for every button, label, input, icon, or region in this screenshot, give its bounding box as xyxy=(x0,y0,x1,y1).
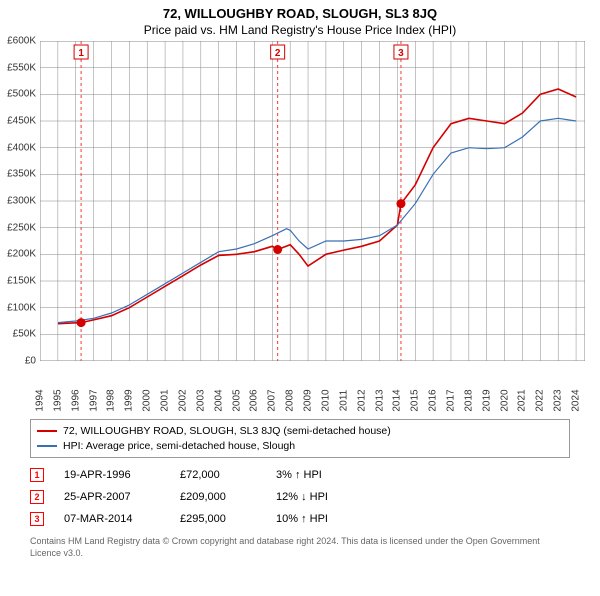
x-tick-label: 2023 xyxy=(553,386,564,416)
y-tick-label: £500K xyxy=(7,89,36,100)
sale-badge: 2 xyxy=(30,490,44,504)
x-tick-label: 2019 xyxy=(481,386,492,416)
x-tick-label: 2016 xyxy=(428,386,439,416)
x-tick-label: 2024 xyxy=(571,386,582,416)
x-axis: 1994199519961997199819992000200120022003… xyxy=(40,381,600,411)
x-tick-label: 2018 xyxy=(463,386,474,416)
x-tick-label: 2021 xyxy=(517,386,528,416)
x-tick-label: 2012 xyxy=(356,386,367,416)
y-tick-label: £450K xyxy=(7,116,36,127)
sale-pct: 3% ↑ HPI xyxy=(276,469,366,481)
x-tick-label: 1994 xyxy=(35,386,46,416)
x-tick-label: 2020 xyxy=(499,386,510,416)
legend-label-hpi: HPI: Average price, semi-detached house,… xyxy=(63,439,295,454)
legend: 72, WILLOUGHBY ROAD, SLOUGH, SL3 8JQ (se… xyxy=(30,419,570,458)
sales-row: 3 07-MAR-2014 £295,000 10% ↑ HPI xyxy=(30,508,570,530)
x-tick-label: 2015 xyxy=(410,386,421,416)
x-tick-label: 2010 xyxy=(320,386,331,416)
sale-price: £295,000 xyxy=(180,513,270,525)
x-tick-label: 2014 xyxy=(392,386,403,416)
y-tick-label: £50K xyxy=(13,329,36,340)
page-subtitle: Price paid vs. HM Land Registry's House … xyxy=(0,23,600,37)
x-tick-label: 2013 xyxy=(374,386,385,416)
x-tick-label: 2009 xyxy=(303,386,314,416)
x-tick-label: 1998 xyxy=(106,386,117,416)
legend-row-hpi: HPI: Average price, semi-detached house,… xyxy=(37,439,563,454)
y-tick-label: £550K xyxy=(7,62,36,73)
x-tick-label: 2005 xyxy=(231,386,242,416)
sale-price: £209,000 xyxy=(180,491,270,503)
sale-date: 07-MAR-2014 xyxy=(64,513,174,525)
x-tick-label: 2003 xyxy=(195,386,206,416)
legend-label-property: 72, WILLOUGHBY ROAD, SLOUGH, SL3 8JQ (se… xyxy=(63,424,391,439)
y-axis: £0£50K£100K£150K£200K£250K£300K£350K£400… xyxy=(0,41,40,361)
svg-text:1: 1 xyxy=(78,48,84,59)
sales-row: 2 25-APR-2007 £209,000 12% ↓ HPI xyxy=(30,486,570,508)
line-chart: 1 2 3 xyxy=(40,41,585,361)
x-tick-label: 2001 xyxy=(160,386,171,416)
x-tick-label: 2022 xyxy=(535,386,546,416)
footer-note: Contains HM Land Registry data © Crown c… xyxy=(30,536,570,559)
sale-price: £72,000 xyxy=(180,469,270,481)
x-tick-label: 2007 xyxy=(267,386,278,416)
y-tick-label: £300K xyxy=(7,196,36,207)
x-tick-label: 2004 xyxy=(213,386,224,416)
y-tick-label: £0 xyxy=(25,356,36,367)
x-tick-label: 2017 xyxy=(445,386,456,416)
y-tick-label: £600K xyxy=(7,36,36,47)
x-tick-label: 1997 xyxy=(88,386,99,416)
sale-pct: 10% ↑ HPI xyxy=(276,513,366,525)
x-tick-label: 2008 xyxy=(285,386,296,416)
sales-table: 1 19-APR-1996 £72,000 3% ↑ HPI 2 25-APR-2007 £… xyxy=(30,464,570,530)
legend-swatch-hpi xyxy=(37,445,57,447)
x-tick-label: 1996 xyxy=(70,386,81,416)
y-tick-label: £200K xyxy=(7,249,36,260)
legend-swatch-property xyxy=(37,430,57,432)
legend-row-property: 72, WILLOUGHBY ROAD, SLOUGH, SL3 8JQ (se… xyxy=(37,424,563,439)
x-tick-label: 2006 xyxy=(249,386,260,416)
y-tick-label: £350K xyxy=(7,169,36,180)
sale-date: 25-APR-2007 xyxy=(64,491,174,503)
page-title: 72, WILLOUGHBY ROAD, SLOUGH, SL3 8JQ xyxy=(0,6,600,21)
svg-text:3: 3 xyxy=(398,48,404,59)
sale-date: 19-APR-1996 xyxy=(64,469,174,481)
y-tick-label: £150K xyxy=(7,276,36,287)
y-tick-label: £250K xyxy=(7,222,36,233)
sales-row: 1 19-APR-1996 £72,000 3% ↑ HPI xyxy=(30,464,570,486)
svg-text:2: 2 xyxy=(275,48,281,59)
y-tick-label: £100K xyxy=(7,302,36,313)
x-tick-label: 1999 xyxy=(124,386,135,416)
chart-area: 1 2 3 xyxy=(40,41,600,381)
sale-badge: 3 xyxy=(30,512,44,526)
sale-badge: 1 xyxy=(30,468,44,482)
x-tick-label: 2002 xyxy=(177,386,188,416)
x-tick-label: 1995 xyxy=(52,386,63,416)
x-tick-label: 2011 xyxy=(338,386,349,416)
sale-pct: 12% ↓ HPI xyxy=(276,491,366,503)
y-tick-label: £400K xyxy=(7,142,36,153)
x-tick-label: 2000 xyxy=(142,386,153,416)
